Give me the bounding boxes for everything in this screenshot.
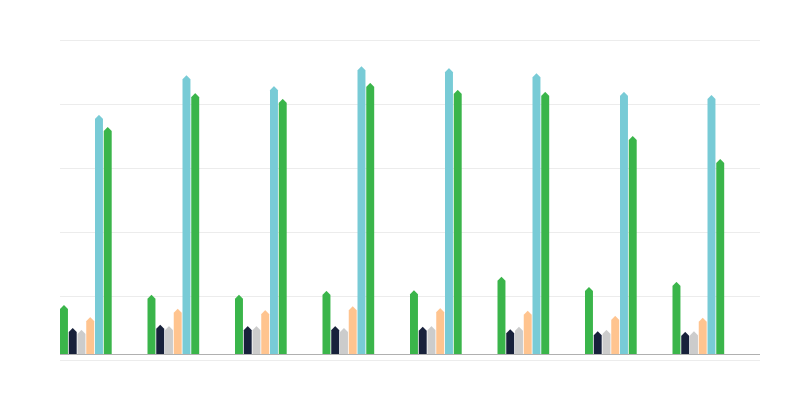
bar — [366, 82, 375, 354]
bar — [418, 326, 427, 354]
bar — [620, 91, 628, 354]
bar — [453, 89, 462, 355]
bar — [672, 281, 681, 354]
bar — [698, 317, 707, 354]
bar — [95, 114, 103, 354]
bar — [506, 329, 515, 354]
bar — [707, 95, 716, 354]
bar — [270, 86, 278, 354]
bar — [436, 308, 445, 354]
bar — [86, 317, 95, 354]
bar — [541, 91, 550, 354]
bar — [497, 276, 506, 354]
bar — [261, 310, 270, 354]
bar-group-5 — [410, 68, 462, 355]
bar — [611, 315, 620, 354]
bar — [191, 93, 200, 355]
bar — [602, 329, 611, 354]
bar — [427, 326, 436, 354]
gridlines — [60, 40, 760, 361]
bar — [357, 66, 366, 355]
bar — [156, 324, 165, 354]
bar — [103, 127, 112, 354]
bar — [515, 326, 523, 354]
bar — [173, 308, 182, 354]
bar — [331, 326, 340, 354]
bar-group-8 — [672, 95, 725, 354]
bar — [147, 294, 156, 354]
bar — [593, 331, 602, 354]
bar — [445, 68, 453, 354]
bar-group-1 — [60, 114, 112, 354]
bar — [523, 310, 532, 354]
bar — [60, 304, 68, 354]
bars — [60, 66, 725, 355]
bar — [628, 136, 637, 354]
bar-group-4 — [322, 66, 375, 355]
bar-group-2 — [147, 75, 200, 355]
bar — [77, 329, 86, 354]
bar — [243, 326, 252, 354]
bar — [182, 75, 191, 354]
bar-group-3 — [235, 86, 287, 354]
bar — [348, 306, 357, 354]
bar — [690, 331, 698, 354]
bar — [252, 326, 261, 354]
bar-group-7 — [585, 91, 637, 354]
bar — [322, 290, 331, 354]
bar — [532, 73, 541, 354]
bar — [716, 159, 725, 354]
bar — [410, 290, 418, 354]
bar — [340, 328, 348, 354]
bar — [235, 294, 243, 354]
bar — [585, 287, 593, 354]
bar — [278, 98, 287, 354]
bar — [681, 331, 690, 354]
bar-group-6 — [497, 73, 550, 354]
bar — [68, 328, 77, 354]
bar — [165, 326, 173, 354]
